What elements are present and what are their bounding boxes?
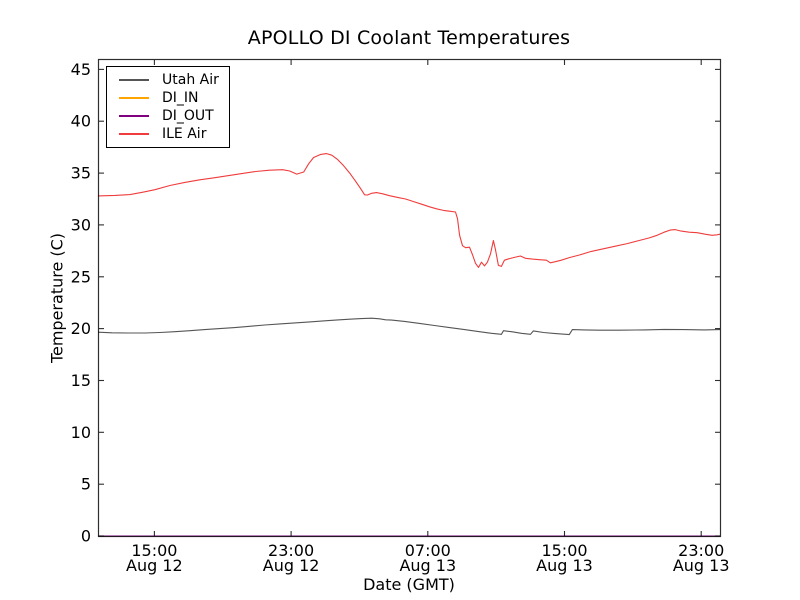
legend-line-sample-ile-air xyxy=(119,133,149,135)
x-tick-label-date: Aug 12 xyxy=(126,556,183,575)
x-tick-label-time: 15:00 xyxy=(541,541,587,560)
legend-label: DI_OUT xyxy=(162,108,214,124)
legend-label: DI_IN xyxy=(162,90,199,106)
y-tick-label: 30 xyxy=(71,215,91,234)
y-tick-label: 5 xyxy=(81,475,91,494)
plot-border xyxy=(97,58,722,538)
x-tick-label-date: Aug 13 xyxy=(536,556,593,575)
y-tick-label: 40 xyxy=(71,112,91,131)
legend-label: Utah Air xyxy=(162,72,219,88)
legend: Utah Air DI_IN DI_OUT ILE Air xyxy=(106,66,230,148)
x-tick-label-time: 15:00 xyxy=(131,541,177,560)
series-line-utah-air xyxy=(97,317,721,336)
x-tick-label-date: Aug 12 xyxy=(263,556,320,575)
x-tick-label-date: Aug 13 xyxy=(399,556,456,575)
legend-item-utah-air: Utah Air xyxy=(113,71,219,89)
legend-item-di-out: DI_OUT xyxy=(113,107,219,125)
series-line-ile-air xyxy=(97,153,721,268)
y-tick-label: 20 xyxy=(71,319,91,338)
x-tick-label-time: 23:00 xyxy=(268,541,314,560)
legend-line-sample-utah-air xyxy=(119,79,149,81)
x-axis-label: Date (GMT) xyxy=(363,575,455,594)
legend-line-sample-di-in xyxy=(119,97,149,99)
y-axis-label: Temperature (C) xyxy=(47,232,67,364)
legend-label: ILE Air xyxy=(162,126,207,142)
x-tick-label-date: Aug 13 xyxy=(673,556,730,575)
legend-item-ile-air: ILE Air xyxy=(113,125,219,143)
y-tick-label: 15 xyxy=(71,371,91,390)
x-tick-label-time: 07:00 xyxy=(405,541,451,560)
y-tick-label: 10 xyxy=(71,423,91,442)
x-tick-label-time: 23:00 xyxy=(678,541,724,560)
y-tick-label: 45 xyxy=(71,60,91,79)
y-tick-label: 0 xyxy=(81,527,91,546)
legend-item-di-in: DI_IN xyxy=(113,89,219,107)
y-tick-label: 35 xyxy=(71,164,91,183)
chart-title: APOLLO DI Coolant Temperatures xyxy=(247,27,571,49)
legend-line-sample-di-out xyxy=(119,115,149,117)
y-tick-label: 25 xyxy=(71,267,91,286)
